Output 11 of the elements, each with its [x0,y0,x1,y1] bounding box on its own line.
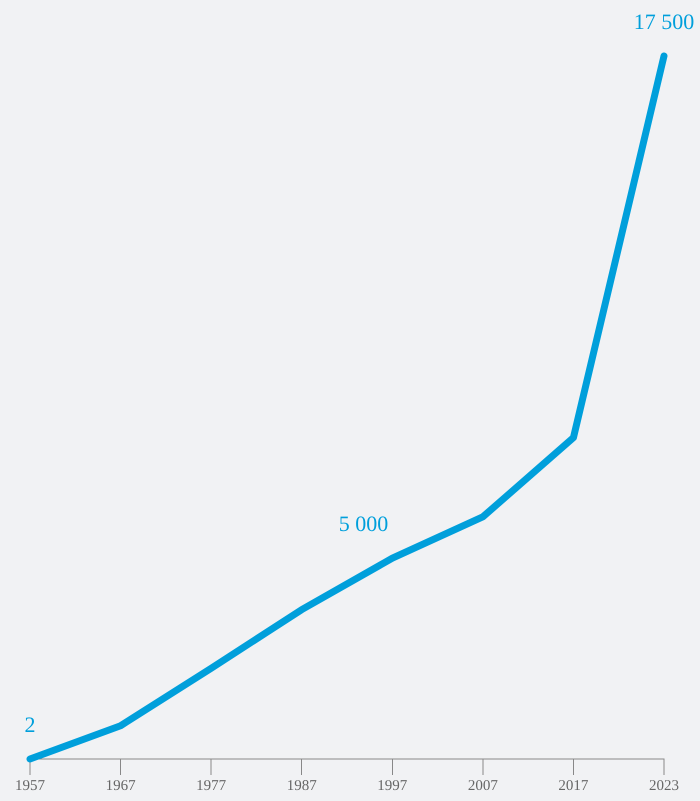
x-tick-label: 1977 [196,778,227,794]
x-tick-label: 1987 [286,778,318,794]
x-tick-label: 1997 [377,778,408,794]
data-label: 2 [24,712,36,737]
x-tick-label: 2023 [649,778,679,794]
x-tick-label: 1957 [15,778,46,794]
x-tick-label: 2017 [558,778,589,794]
x-tick-label: 1967 [106,778,136,794]
data-label: 5 000 [338,510,388,536]
x-tick-label: 2007 [468,778,498,794]
data-label: 17 500 [634,8,694,34]
